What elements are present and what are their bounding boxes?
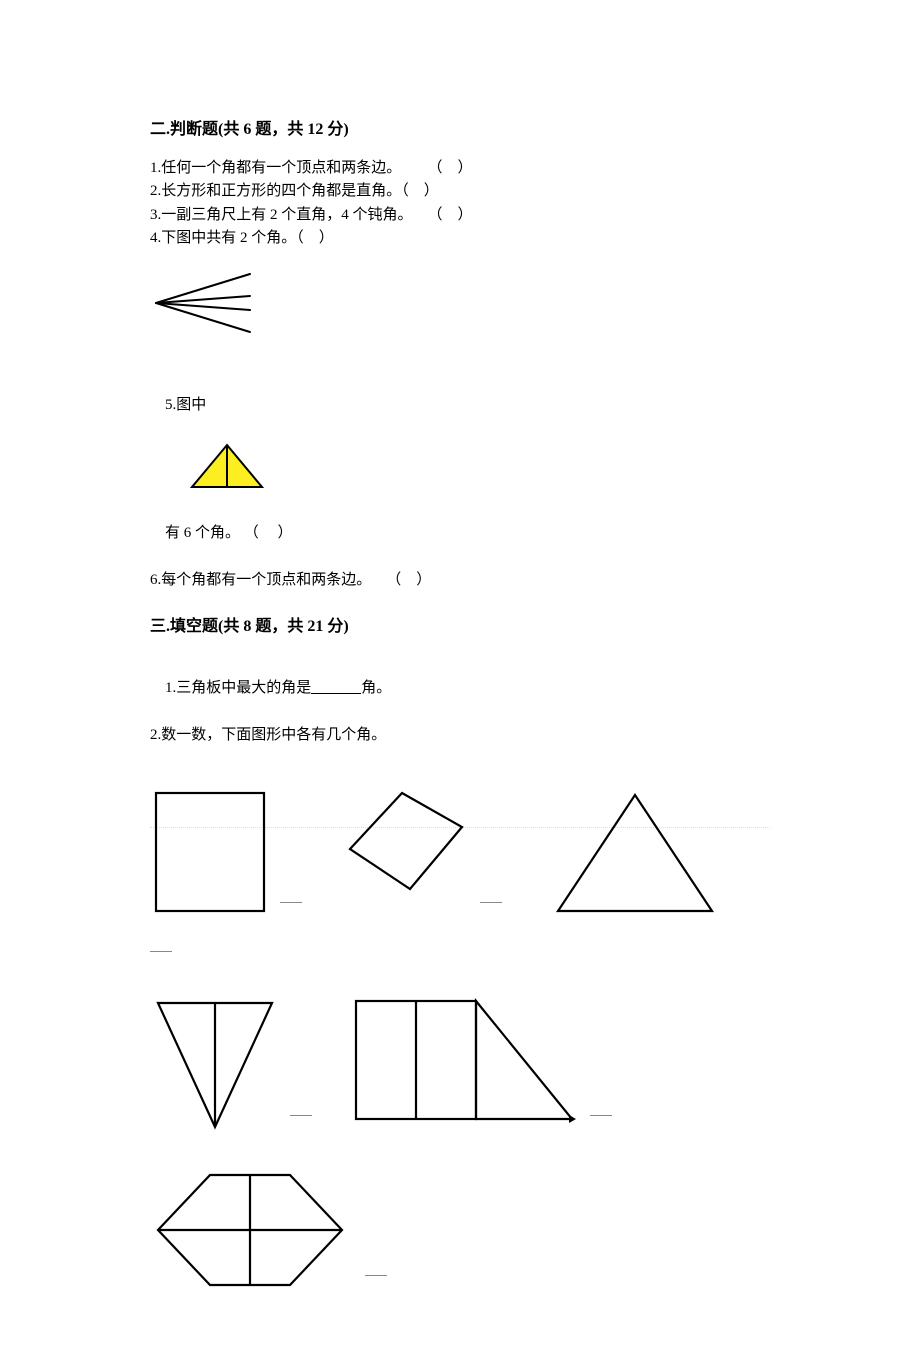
blank-3	[150, 951, 172, 952]
triangle-icon	[550, 787, 720, 917]
q3-2: 2.数一数，下面图形中各有几个角。	[150, 724, 770, 747]
q2-2: 2.长方形和正方形的四个角都是直角。（ ）	[150, 180, 770, 203]
q3-1-pre: 1.三角板中最大的角是	[165, 680, 311, 696]
q2-5: 5.图中 有 6 个角。 （ ）	[150, 371, 770, 569]
q3-1: 1.三角板中最大的角是 角。	[150, 654, 770, 724]
q3-1-post: 角。	[361, 680, 391, 696]
q2-4: 4.下图中共有 2 个角。（ ）	[150, 227, 770, 250]
q2-5-triangle	[165, 418, 266, 523]
blank-4	[290, 1115, 312, 1116]
square-icon	[150, 787, 270, 917]
angle-fan-figure	[150, 268, 770, 343]
shapes-row-1	[150, 787, 770, 927]
shapes-row-3	[150, 1165, 770, 1305]
q2-5-pre: 5.图中	[165, 397, 206, 413]
shapes-row-2	[150, 995, 770, 1145]
rhombus-icon	[340, 787, 470, 897]
shape-triangle	[550, 787, 720, 922]
q2-6: 6.每个角都有一个顶点和两条边。 （ ）	[150, 569, 770, 592]
triangle-yellow-icon	[188, 441, 266, 491]
section-3-title: 三.填空题(共 8 题，共 21 分)	[150, 612, 770, 636]
shape-down-triangle	[150, 995, 280, 1140]
shape-hex	[150, 1165, 350, 1300]
angle-fan-icon	[150, 268, 260, 338]
rect-tri-icon	[350, 995, 580, 1125]
blank-2	[480, 902, 502, 903]
shape-rhombus	[340, 787, 470, 902]
shape-square	[150, 787, 270, 922]
hex-icon	[150, 1165, 350, 1295]
shape-rect-tri	[350, 995, 580, 1130]
blank-1	[280, 902, 302, 903]
blank-fill	[311, 693, 361, 694]
down-triangle-icon	[150, 995, 280, 1135]
page: 二.判断题(共 6 题，共 12 分) 1.任何一个角都有一个顶点和两条边。 （…	[0, 0, 920, 1365]
section-2-title: 二.判断题(共 6 题，共 12 分)	[150, 115, 770, 139]
blank-5	[590, 1115, 612, 1116]
blank-row-1	[150, 937, 770, 955]
blank-6	[365, 1275, 387, 1276]
q2-3: 3.一副三角尺上有 2 个直角，4 个钝角。 （ ）	[150, 204, 770, 227]
q2-1: 1.任何一个角都有一个顶点和两条边。 （ ）	[150, 157, 770, 180]
q2-5-post: 有 6 个角。 （ ）	[165, 525, 293, 541]
